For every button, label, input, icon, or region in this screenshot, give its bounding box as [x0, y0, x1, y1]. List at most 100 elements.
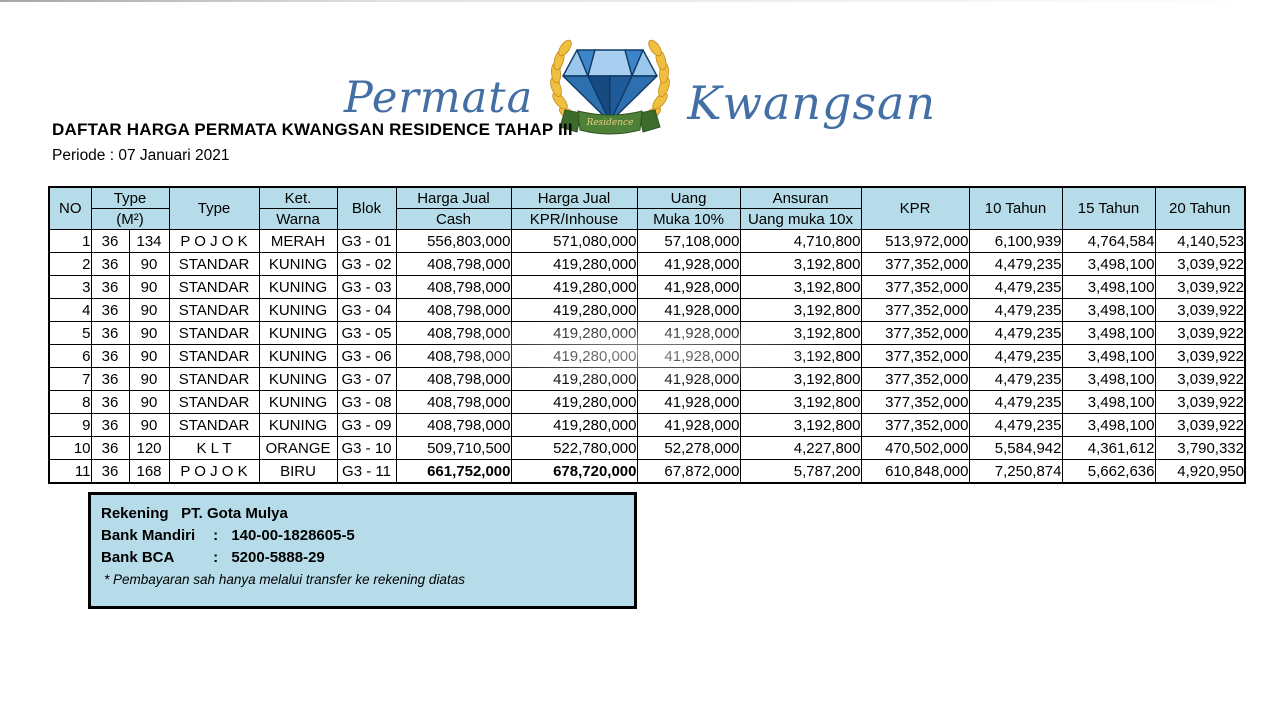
table-cell: G3 - 02 [336, 252, 397, 276]
table-cell: 3,039,922 [1154, 252, 1246, 276]
diamond-laurel-logo-icon: Residence [550, 39, 671, 135]
table-cell: P O J O K [168, 459, 260, 484]
table-cell: 3,192,800 [739, 367, 862, 391]
table-cell: 377,352,000 [860, 390, 970, 414]
table-cell: 11 [48, 459, 92, 484]
ribbon-icon: Residence [559, 109, 661, 135]
col-header-10-tahun: 10 Tahun [968, 186, 1063, 230]
table-cell: 5,662,636 [1061, 459, 1156, 484]
table-row: 7 36 90 STANDAR KUNING G3 - 07 408,798,000 419,… [48, 367, 1246, 391]
table-cell: 4,479,235 [968, 252, 1063, 276]
col-header-uang-line2: Muka 10% [636, 208, 741, 230]
table-cell: 377,352,000 [860, 298, 970, 322]
logo: Permata [0, 30, 1280, 142]
table-cell: 3,192,800 [739, 413, 862, 437]
table-cell: 470,502,000 [860, 436, 970, 460]
table-cell: 3,192,800 [739, 298, 862, 322]
table-cell: 408,798,000 [395, 252, 512, 276]
col-header-15-tahun: 15 Tahun [1061, 186, 1156, 230]
col-header-kpr-inhouse-line2: KPR/Inhouse [510, 208, 638, 230]
table-cell: 661,752,000 [395, 459, 512, 484]
table-cell: 522,780,000 [510, 436, 638, 460]
table-cell: G3 - 04 [336, 298, 397, 322]
table-cell: 41,928,000 [636, 252, 741, 276]
table-cell: 6,100,939 [968, 229, 1063, 253]
table-cell: 5 [48, 321, 92, 345]
table-cell: 36 [90, 367, 130, 391]
table-cell: 2 [48, 252, 92, 276]
table-cell: MERAH [258, 229, 338, 253]
table-cell: 3,498,100 [1061, 367, 1156, 391]
table-cell: 4,920,950 [1154, 459, 1246, 484]
table-cell: 571,080,000 [510, 229, 638, 253]
table-cell: 377,352,000 [860, 413, 970, 437]
table-cell: 41,928,000 [636, 367, 741, 391]
table-cell: STANDAR [168, 321, 260, 345]
table-cell: 90 [128, 390, 170, 414]
table-cell: STANDAR [168, 275, 260, 299]
table-cell: 408,798,000 [395, 367, 512, 391]
table-cell: 36 [90, 390, 130, 414]
col-header-uang-line1: Uang [636, 186, 741, 209]
table-cell: 36 [90, 344, 130, 368]
table-cell: 36 [90, 252, 130, 276]
table-cell: 90 [128, 413, 170, 437]
table-cell: 3,498,100 [1061, 275, 1156, 299]
col-header-ket-line1: Ket. [258, 186, 338, 209]
table-cell: STANDAR [168, 298, 260, 322]
table-cell: 41,928,000 [636, 275, 741, 299]
table-cell: 41,928,000 [636, 344, 741, 368]
table-cell: 419,280,000 [510, 413, 638, 437]
colon: : [213, 527, 219, 544]
table-cell: 4,361,612 [1061, 436, 1156, 460]
table-cell: 3,039,922 [1154, 275, 1246, 299]
table-cell: 4,140,523 [1154, 229, 1246, 253]
table-row: 1 36 134 P O J O K MERAH G3 - 01 556,803,000 57… [48, 229, 1246, 253]
table-cell: 408,798,000 [395, 298, 512, 322]
table-cell: STANDAR [168, 390, 260, 414]
table-cell: 3,498,100 [1061, 390, 1156, 414]
col-header-20-tahun: 20 Tahun [1154, 186, 1246, 230]
logo-text-kwangsan: Kwangsan [687, 76, 937, 130]
table-cell: 377,352,000 [860, 252, 970, 276]
table-cell: 419,280,000 [510, 390, 638, 414]
table-cell: 408,798,000 [395, 344, 512, 368]
table-cell: 6 [48, 344, 92, 368]
table-cell: 4,479,235 [968, 390, 1063, 414]
col-header-blok: Blok [336, 186, 397, 230]
table-cell: K L T [168, 436, 260, 460]
table-cell: 408,798,000 [395, 275, 512, 299]
table-cell: 4,479,235 [968, 413, 1063, 437]
table-cell: 90 [128, 344, 170, 368]
table-cell: G3 - 06 [336, 344, 397, 368]
table-cell: 408,798,000 [395, 390, 512, 414]
table-cell: 90 [128, 321, 170, 345]
ribbon-label: Residence [586, 118, 634, 128]
table-cell: 556,803,000 [395, 229, 512, 253]
table-cell: KUNING [258, 344, 338, 368]
table-cell: 36 [90, 298, 130, 322]
title-block: DAFTAR HARGA PERMATA KWANGSAN RESIDENCE … [52, 120, 573, 165]
payment-note: * Pembayaran sah hanya melalui transfer … [104, 572, 465, 587]
col-header-ansuran-line2: Uang muka 10x [739, 208, 862, 230]
table-cell: 4,479,235 [968, 344, 1063, 368]
table-cell: 3,039,922 [1154, 344, 1246, 368]
scan-edge-artifact [0, 0, 1280, 2]
rekening-label: Rekening [101, 505, 169, 522]
table-cell: 67,872,000 [636, 459, 741, 484]
table-cell: 36 [90, 229, 130, 253]
table-cell: STANDAR [168, 367, 260, 391]
col-header-type: Type [168, 186, 260, 230]
table-cell: 4,227,800 [739, 436, 862, 460]
table-cell: P O J O K [168, 229, 260, 253]
table-row: 9 36 90 STANDAR KUNING G3 - 09 408,798,000 419,… [48, 413, 1246, 437]
table-cell: 3,039,922 [1154, 321, 1246, 345]
table-cell: 408,798,000 [395, 413, 512, 437]
table-cell: G3 - 08 [336, 390, 397, 414]
table-cell: 120 [128, 436, 170, 460]
table-cell: G3 - 10 [336, 436, 397, 460]
bank-mandiri-line: Bank Mandiri : 140-00-1828605-5 [101, 525, 634, 547]
table-cell: 41,928,000 [636, 390, 741, 414]
table-row: 5 36 90 STANDAR KUNING G3 - 05 408,798,000 419,… [48, 321, 1246, 345]
